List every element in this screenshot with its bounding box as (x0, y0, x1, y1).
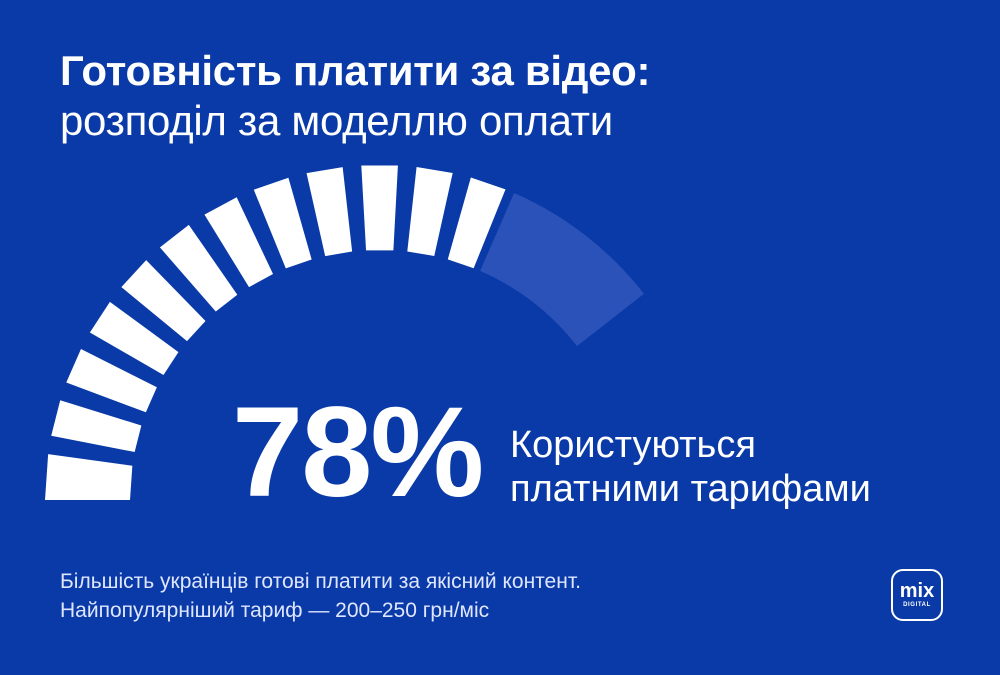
percentage-value: 78% (232, 381, 484, 524)
footnote: Більшість українців готові платити за як… (60, 567, 581, 625)
title-bold: Готовність платити за відео: (60, 47, 651, 94)
gauge-segment (121, 260, 206, 342)
footnote-line-2: Найпопулярніший тариф — 200–250 грн/міс (60, 599, 490, 622)
gauge-segment (66, 348, 157, 413)
gauge-segment (45, 454, 133, 500)
caption-line-2: платними тарифами (510, 468, 871, 510)
gauge-segment (306, 167, 353, 257)
caption-line-1: Користуються (510, 424, 756, 466)
gauge-segment (361, 165, 398, 251)
title-subtitle: розподіл за моделлю оплати (60, 97, 613, 144)
logo-text: mix (899, 580, 935, 602)
gauge-track (480, 193, 644, 347)
gauge-segment (253, 177, 312, 269)
mix-digital-logo: mix DIGITAL (891, 569, 943, 621)
gauge-segment (407, 167, 453, 256)
gauge-segment (447, 177, 506, 269)
gauge-caption: Користуються платними тарифами (510, 423, 871, 511)
footnote-line-1: Більшість українців готові платити за як… (60, 570, 581, 593)
gauge-segment (204, 197, 274, 288)
page-title: Готовність платити за відео: розподіл за… (60, 46, 651, 146)
logo-subtext: DIGITAL (903, 602, 931, 608)
gauge-segment (89, 301, 179, 375)
gauge-segment (159, 224, 238, 312)
gauge-segment (51, 400, 142, 453)
